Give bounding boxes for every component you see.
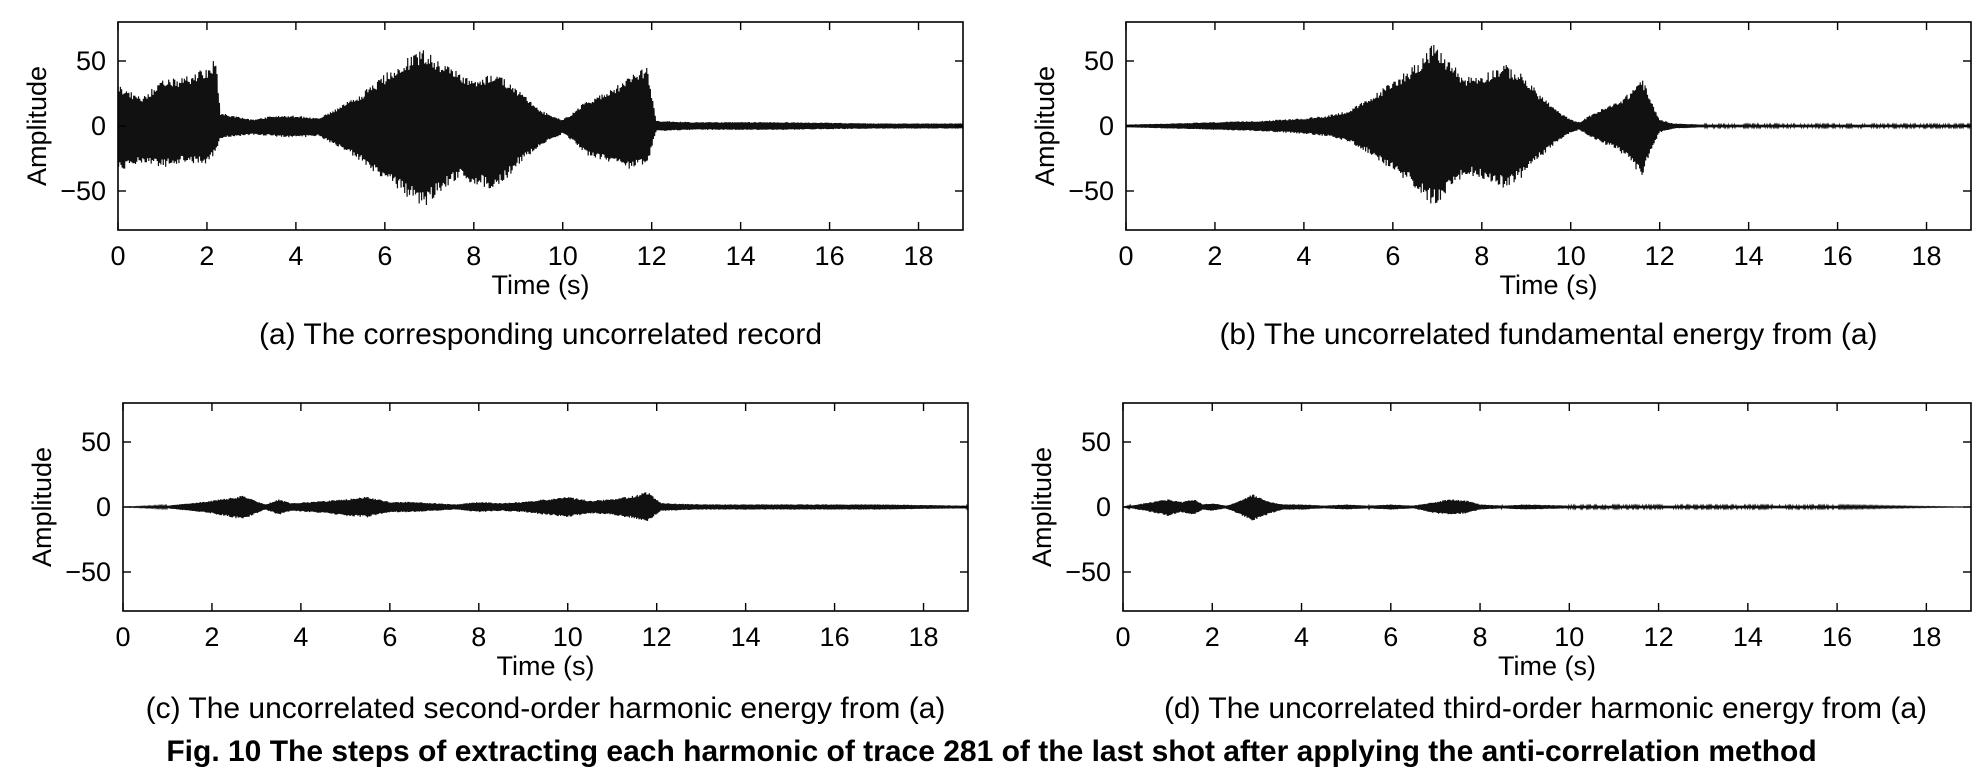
panel-b-xtick-label: 14 bbox=[1734, 241, 1764, 271]
panel-d-ylabel: Amplitude bbox=[1027, 447, 1057, 567]
panel-b-xtick-label: 16 bbox=[1823, 241, 1853, 271]
panel-d-xtick-label: 10 bbox=[1554, 622, 1584, 652]
panel-a-xtick-label: 8 bbox=[466, 241, 481, 271]
panel-c-signal-trace bbox=[122, 492, 969, 521]
panel-b-xtick-label: 2 bbox=[1207, 241, 1222, 271]
panel-d-ytick-label: 0 bbox=[1096, 492, 1111, 522]
panel-b-signal-trace bbox=[1125, 45, 1972, 204]
panel-c-xtick-label: 0 bbox=[115, 622, 130, 652]
panel-b-caption: (b) The uncorrelated fundamental energy … bbox=[1219, 318, 1878, 351]
panel-a-xlabel: Time (s) bbox=[492, 270, 590, 300]
panel-a-xtick-label: 6 bbox=[377, 241, 392, 271]
panel-d-xtick-label: 0 bbox=[1115, 622, 1130, 652]
panel-b-ylabel: Amplitude bbox=[1030, 66, 1060, 186]
panel-c-xtick-label: 2 bbox=[204, 622, 219, 652]
panel-a-xtick-label: 16 bbox=[815, 241, 845, 271]
panel-a-ytick-label: 50 bbox=[76, 46, 106, 76]
panel-a-xtick-label: 2 bbox=[199, 241, 214, 271]
panel-a-xtick-label: 14 bbox=[726, 241, 756, 271]
panel-c-xlabel: Time (s) bbox=[497, 651, 595, 681]
panel-d-xtick-label: 16 bbox=[1822, 622, 1852, 652]
panel-a-xtick-label: 10 bbox=[548, 241, 578, 271]
panel-b-xtick-label: 18 bbox=[1912, 241, 1942, 271]
panel-c-xtick-label: 4 bbox=[293, 622, 308, 652]
panel-a-ytick-label: 0 bbox=[91, 111, 106, 141]
panel-c-ytick-label: 0 bbox=[96, 492, 111, 522]
panel-c-xtick-label: 18 bbox=[909, 622, 939, 652]
panel-d-caption: (d) The uncorrelated third-order harmoni… bbox=[1163, 692, 1928, 725]
panel-d-xtick-label: 14 bbox=[1733, 622, 1763, 652]
panel-b-xtick-label: 6 bbox=[1385, 241, 1400, 271]
figure-caption: Fig. 10 The steps of extracting each har… bbox=[166, 735, 1817, 768]
panel-a-signal-trace bbox=[117, 50, 964, 205]
panel-c-xtick-label: 6 bbox=[382, 622, 397, 652]
panel-c-xtick-label: 14 bbox=[731, 622, 761, 652]
panel-b: 0 2 4 6 8 10 12 14 16 18 50 0 −50 Time (s) Amplitude bbox=[1030, 21, 1972, 300]
panel-c-ytick-label: −50 bbox=[65, 557, 111, 587]
panel-d-ytick-label: 50 bbox=[1081, 427, 1111, 457]
panel-b-xtick-label: 8 bbox=[1474, 241, 1489, 271]
panel-d-xtick-label: 6 bbox=[1383, 622, 1398, 652]
panel-b-xlabel: Time (s) bbox=[1500, 270, 1598, 300]
panel-b-xtick-label: 4 bbox=[1296, 241, 1311, 271]
panel-c-ylabel: Amplitude bbox=[27, 447, 57, 567]
panel-d: 0 2 4 6 8 10 12 14 16 18 50 0 −50 Time (s) Amplitude bbox=[1027, 402, 1972, 681]
panel-c-caption: (c) The uncorrelated second-order harmon… bbox=[145, 692, 946, 725]
panel-b-ytick-label: −50 bbox=[1068, 176, 1114, 206]
panel-a: 0 2 4 6 8 10 12 14 16 18 50 0 −50 Time (s) Amplitude bbox=[22, 21, 964, 300]
panel-a-xtick-label: 0 bbox=[110, 241, 125, 271]
panel-c-xtick-label: 12 bbox=[642, 622, 672, 652]
panel-a-ytick-label: −50 bbox=[60, 176, 106, 206]
panel-d-xlabel: Time (s) bbox=[1498, 651, 1596, 681]
panel-c-xtick-label: 10 bbox=[553, 622, 583, 652]
panel-c-xtick-label: 16 bbox=[820, 622, 850, 652]
panel-d-ytick-label: −50 bbox=[1065, 557, 1111, 587]
panel-a-caption: (a) The corresponding uncorrelated recor… bbox=[258, 318, 823, 351]
panel-d-xtick-label: 18 bbox=[1911, 622, 1941, 652]
panel-a-xtick-label: 12 bbox=[637, 241, 667, 271]
panel-d-xtick-label: 8 bbox=[1473, 622, 1488, 652]
panel-b-ytick-label: 50 bbox=[1084, 46, 1114, 76]
panel-d-signal-trace bbox=[1122, 494, 1972, 521]
panel-a-xtick-label: 4 bbox=[288, 241, 303, 271]
panel-c-xtick-label: 8 bbox=[471, 622, 486, 652]
panel-d-xtick-label: 4 bbox=[1294, 622, 1309, 652]
panel-b-ytick-label: 0 bbox=[1099, 111, 1114, 141]
panel-c-ytick-label: 50 bbox=[81, 427, 111, 457]
panel-d-xtick-label: 12 bbox=[1644, 622, 1674, 652]
panel-b-xtick-label: 12 bbox=[1645, 241, 1675, 271]
panel-b-xtick-label: 10 bbox=[1556, 241, 1586, 271]
panel-a-xtick-label: 18 bbox=[904, 241, 934, 271]
panel-d-xtick-label: 2 bbox=[1205, 622, 1220, 652]
panel-b-xtick-label: 0 bbox=[1118, 241, 1133, 271]
panel-c: 0 2 4 6 8 10 12 14 16 18 50 0 −50 Time (s) Amplitude bbox=[27, 402, 969, 681]
panel-a-ylabel: Amplitude bbox=[22, 66, 52, 186]
